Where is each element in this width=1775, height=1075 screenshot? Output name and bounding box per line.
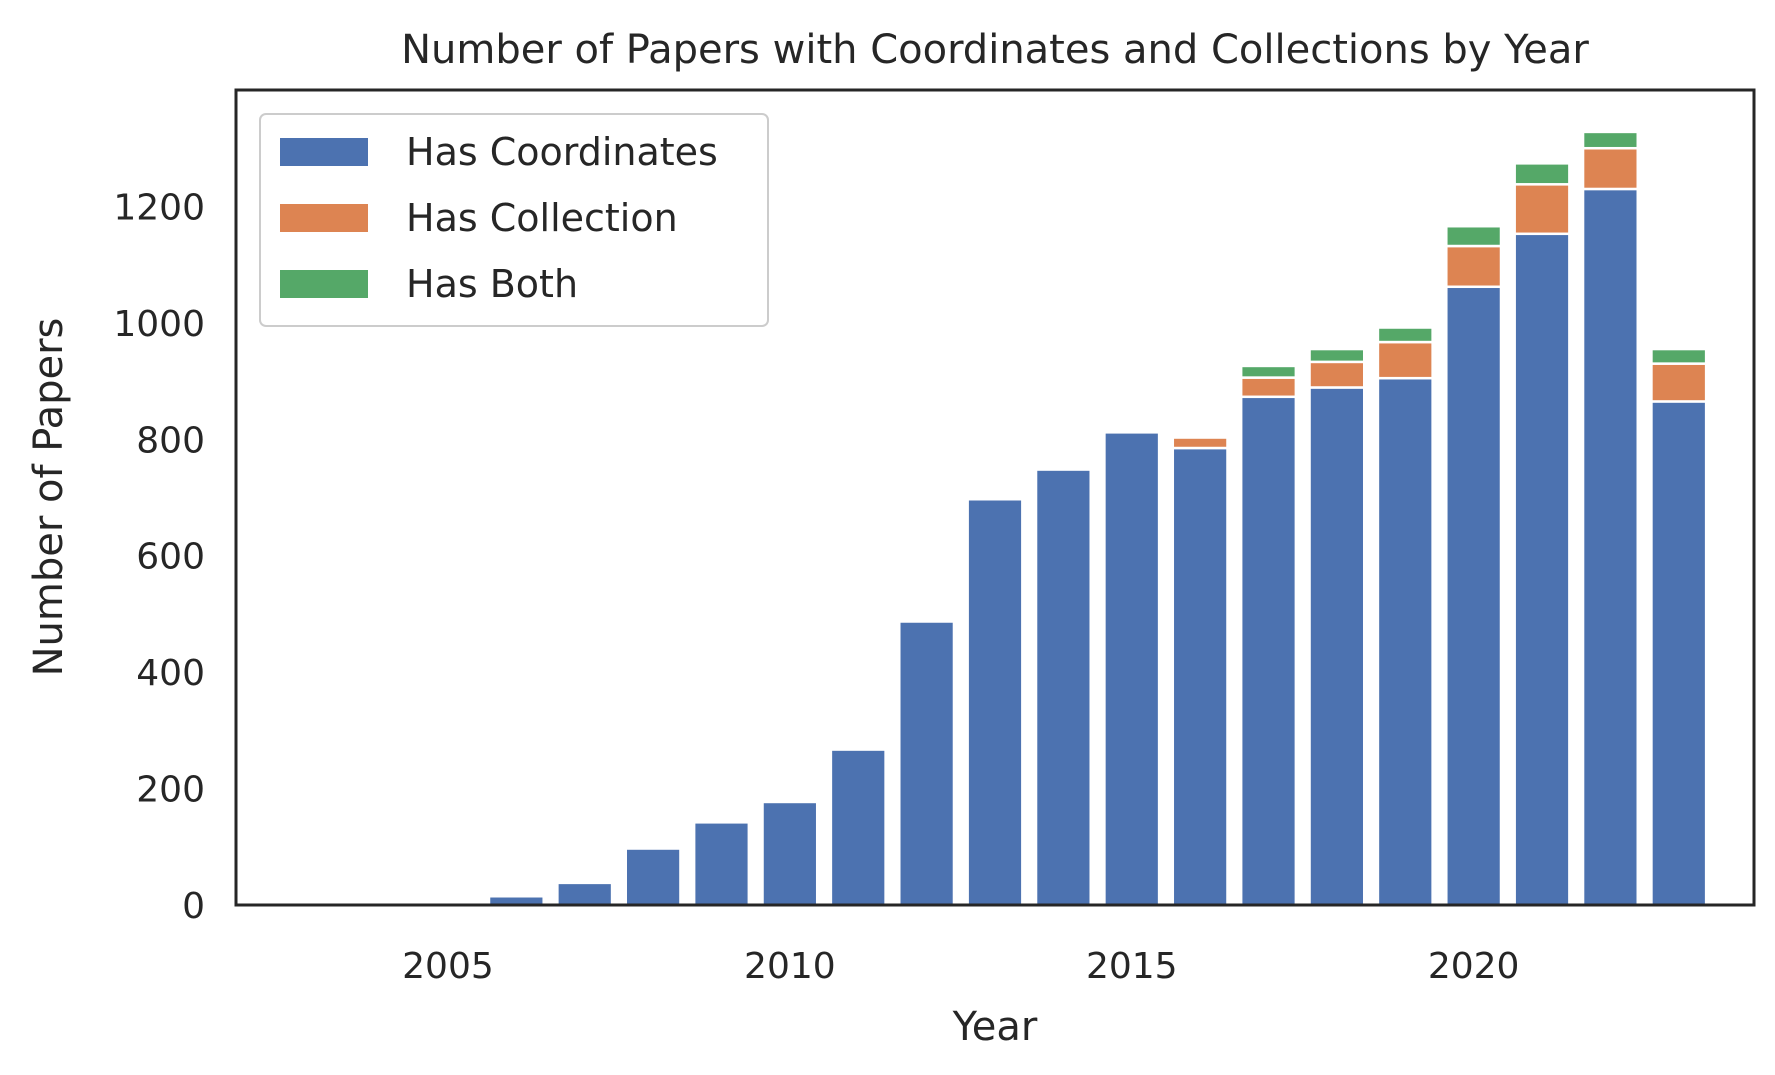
bar-has-both-2020 (1445, 224, 1503, 248)
x-axis-label: Year (952, 1004, 1038, 1050)
chart-title: Number of Papers with Coordinates and Co… (401, 27, 1589, 73)
bar-has-collection-2020 (1445, 244, 1503, 289)
bar-has-coordinates-2009 (692, 821, 751, 907)
y-tick-label-200: 200 (136, 770, 205, 811)
bar-has-collection-2016 (1171, 436, 1229, 450)
bar-has-coordinates-2014 (1034, 468, 1092, 907)
bar-has-both-2021 (1513, 162, 1571, 186)
bar-has-both-2019 (1376, 326, 1434, 344)
y-tick-label-400: 400 (136, 653, 205, 694)
legend-label-has-both: Has Both (406, 262, 578, 306)
legend-swatch-has-both (280, 270, 368, 298)
x-tick-label-2015: 2015 (1086, 946, 1178, 987)
bar-has-collection-2017 (1239, 376, 1298, 399)
y-axis-label: Number of Papers (26, 318, 72, 677)
x-tick-label-2010: 2010 (744, 946, 836, 987)
bar-has-coordinates-2007 (556, 881, 614, 907)
bar-has-both-2022 (1581, 130, 1640, 150)
legend-frame (259, 113, 769, 327)
legend-swatch-has-collection (280, 204, 368, 232)
bar-has-coordinates-2021 (1513, 232, 1571, 907)
bar-has-coordinates-2015 (1103, 431, 1161, 907)
bar-has-collection-2015 (1103, 428, 1161, 434)
bars-group (282, 130, 1708, 907)
bar-has-coordinates-2019 (1376, 376, 1434, 907)
bar-has-coordinates-2012 (898, 620, 956, 907)
plot-frame (234, 88, 1756, 907)
x-tick-label-2020: 2020 (1428, 946, 1520, 987)
legend: Has Coordinates Has Collection Has Both (259, 113, 769, 327)
y-axis-ticks: 0 200 400 600 800 1000 1200 (113, 187, 205, 927)
bar-has-both-2017 (1239, 364, 1298, 379)
bar-has-collection-2023 (1650, 362, 1708, 403)
bar-has-coordinates-2018 (1308, 386, 1366, 907)
y-tick-label-0: 0 (182, 886, 205, 927)
bar-has-collection-2019 (1376, 340, 1434, 380)
bar-has-coordinates-2020 (1445, 285, 1503, 907)
bar-has-collection-2022 (1581, 146, 1640, 191)
bar-has-coordinates-2023 (1650, 400, 1708, 907)
bar-has-both-2023 (1650, 347, 1708, 365)
bar-has-coordinates-2017 (1239, 395, 1298, 907)
x-axis-ticks: 2005 2010 2015 2020 (402, 946, 1519, 987)
bar-has-coordinates-2016 (1171, 446, 1229, 907)
y-tick-label-1200: 1200 (113, 187, 205, 228)
bar-has-coordinates-2008 (624, 847, 682, 907)
legend-swatch-has-coordinates (280, 138, 368, 166)
bar-has-both-2018 (1308, 347, 1366, 364)
legend-label-has-collection: Has Collection (406, 196, 678, 240)
bar-has-coordinates-2013 (966, 497, 1024, 907)
y-tick-label-800: 800 (136, 420, 205, 461)
legend-label-has-coordinates: Has Coordinates (406, 130, 718, 174)
x-tick-label-2005: 2005 (402, 946, 494, 987)
bar-has-coordinates-2022 (1581, 187, 1640, 907)
y-tick-label-600: 600 (136, 537, 205, 578)
y-tick-label-1000: 1000 (113, 304, 205, 345)
bar-has-collection-2021 (1513, 183, 1571, 236)
bar-has-coordinates-2010 (761, 800, 819, 907)
bar-has-collection-2018 (1308, 360, 1366, 389)
bar-has-coordinates-2011 (829, 748, 887, 907)
